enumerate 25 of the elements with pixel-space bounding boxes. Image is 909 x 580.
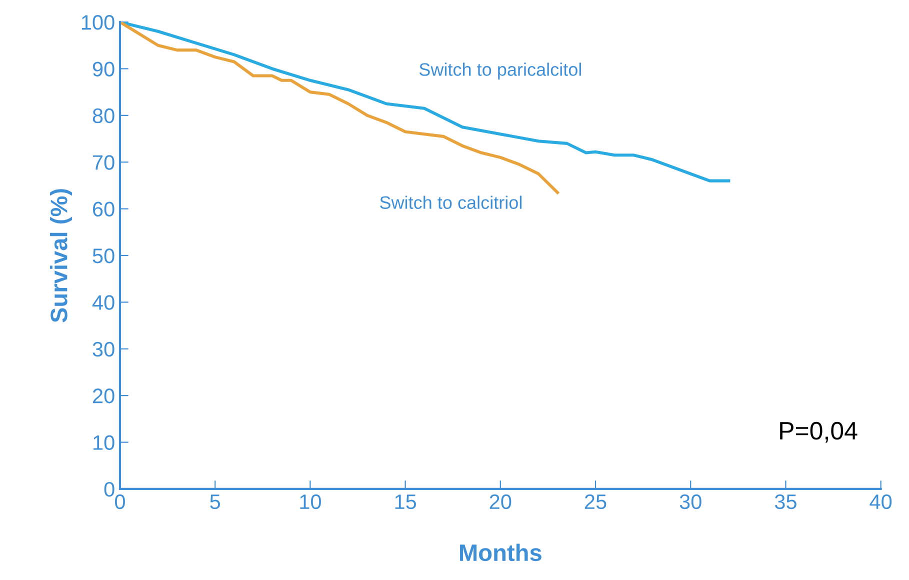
y-tick-label: 10: [94, 435, 114, 450]
x-tick-label: 30: [680, 494, 702, 510]
series-label: Switch to calcitriol: [380, 196, 522, 209]
x-tick-label: 40: [870, 494, 892, 510]
y-tick-label: 50: [92, 248, 114, 264]
x-tick-label: 20: [490, 494, 512, 510]
y-axis-title: Survival (%): [50, 189, 72, 322]
y-tick-label: 100: [82, 15, 114, 30]
y-tick-label: 20: [93, 388, 114, 404]
x-tick-label: 15: [395, 494, 416, 510]
y-tick-label: 90: [92, 62, 114, 76]
y-tick-label: 30: [92, 342, 114, 357]
x-tick-label: 5: [210, 494, 220, 510]
x-tick-label: 0: [115, 494, 125, 510]
y-tick-label: 60: [93, 202, 114, 217]
y-tick-label: 0: [104, 482, 114, 497]
series-label: Switch to paricalcitol: [419, 62, 581, 80]
x-tick-label: 10: [300, 494, 321, 510]
annotation: P=0,04: [780, 422, 858, 443]
y-tick-label: 70: [93, 155, 114, 170]
y-tick-label: 40: [92, 295, 114, 310]
x-axis-title: Months: [460, 544, 542, 562]
x-tick-label: 35: [774, 494, 796, 510]
x-tick-label: 25: [584, 494, 606, 510]
y-tick-label: 80: [92, 108, 114, 124]
